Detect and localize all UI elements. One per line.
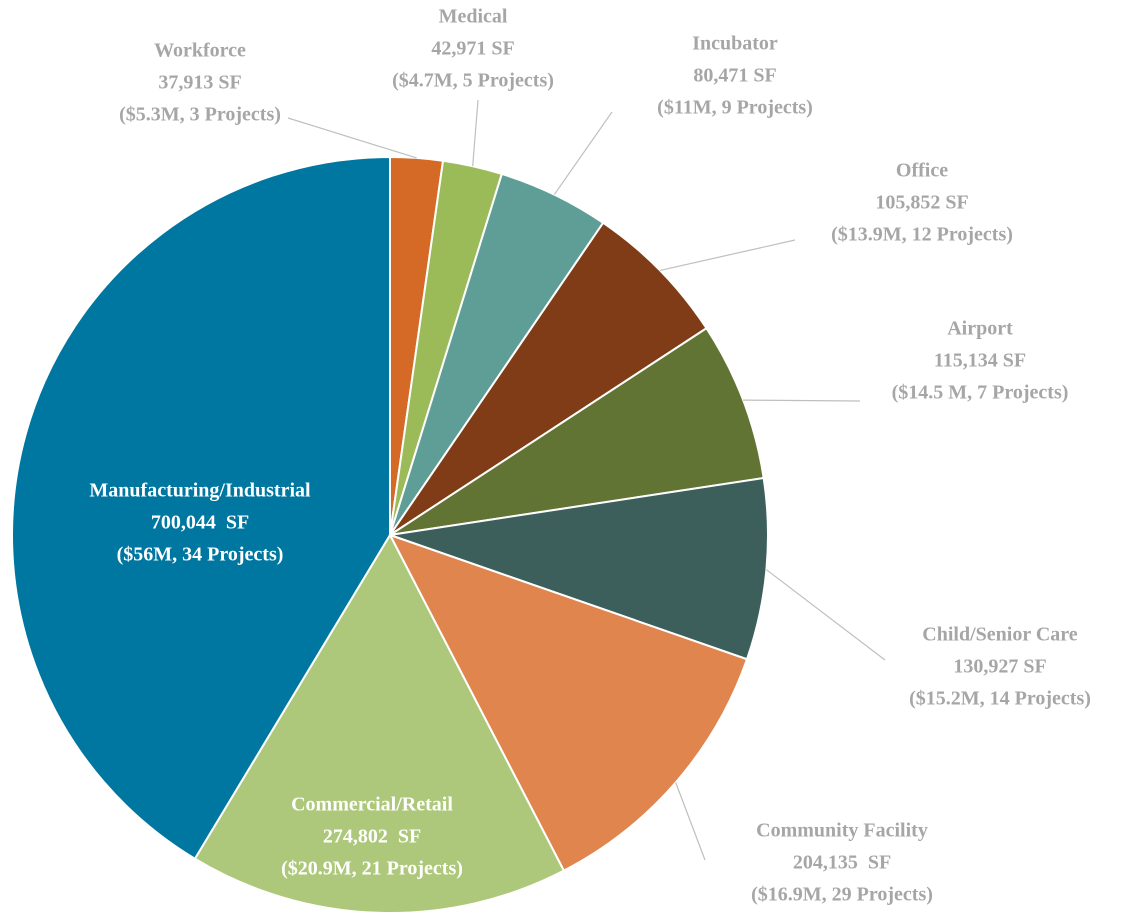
leader-line <box>675 782 706 861</box>
slice-detail: ($15.2M, 14 Projects) <box>909 688 1091 710</box>
slice-detail: ($16.9M, 29 Projects) <box>751 884 933 906</box>
slice-label: Workforce <box>154 40 246 62</box>
leader-line <box>287 117 417 159</box>
slice-detail: ($13.9M, 12 Projects) <box>831 224 1013 246</box>
leader-line <box>472 99 479 167</box>
slice-value: 700,044 SF <box>151 512 249 534</box>
slice-label: Airport <box>947 318 1013 340</box>
slice-label: Manufacturing/Industrial <box>89 480 311 502</box>
slice-detail: ($11M, 9 Projects) <box>657 97 813 119</box>
leader-line <box>743 399 861 402</box>
slice-detail: ($5.3M, 3 Projects) <box>119 104 281 126</box>
pie-slice <box>193 532 566 914</box>
slice-label: Community Facility <box>756 820 928 842</box>
slice-value: 274,802 SF <box>323 826 421 848</box>
slice-label: Commercial/Retail <box>291 794 453 816</box>
pie-slice <box>387 533 749 872</box>
slice-value: 130,927 SF <box>953 656 1046 678</box>
leader-line <box>553 111 613 195</box>
pie-slice <box>11 155 391 861</box>
slice-detail: ($20.9M, 21 Projects) <box>281 858 463 880</box>
pie-slice <box>389 221 708 536</box>
leader-line <box>659 239 796 272</box>
slice-label: Incubator <box>692 33 778 55</box>
slice-label: Office <box>896 160 948 182</box>
slice-value: 42,971 SF <box>431 38 514 60</box>
slice-label: Medical <box>439 6 508 28</box>
slice-detail: ($14.5 M, 7 Projects) <box>892 382 1069 404</box>
slice-value: 37,913 SF <box>158 72 241 94</box>
slice-value: 204,135 SF <box>793 852 891 874</box>
pie-slice <box>389 326 765 536</box>
slice-label: Child/Senior Care <box>922 624 1078 646</box>
slice-detail: ($56M, 34 Projects) <box>117 544 284 566</box>
slice-value: 105,852 SF <box>875 192 968 214</box>
slice-value: 115,134 SF <box>934 350 1026 372</box>
slice-value: 80,471 SF <box>693 65 776 87</box>
leader-line <box>766 569 886 661</box>
slice-detail: ($4.7M, 5 Projects) <box>392 70 554 92</box>
